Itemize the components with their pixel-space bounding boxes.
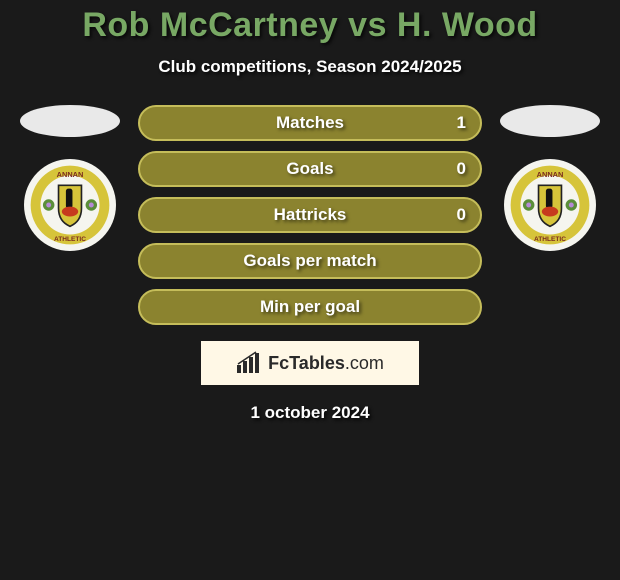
svg-text:ATHLETIC: ATHLETIC: [54, 236, 86, 243]
brand-text: FcTables.com: [268, 353, 384, 374]
annan-crest-icon: ANNAN ATHLETIC: [29, 164, 111, 246]
left-column: ANNAN ATHLETIC: [20, 105, 120, 251]
comparison-card: Rob McCartney vs H. Wood Club competitio…: [0, 0, 620, 423]
right-column: ANNAN ATHLETIC: [500, 105, 600, 251]
stat-value-right: 0: [457, 205, 466, 225]
stat-label: Matches: [276, 113, 344, 133]
stat-label: Hattricks: [274, 205, 347, 225]
page-title: Rob McCartney vs H. Wood: [0, 6, 620, 45]
stat-label: Goals: [286, 159, 333, 179]
stat-bars: Matches 1 Goals 0 Hattricks 0 Goals per …: [138, 105, 482, 325]
stat-bar-min-per-goal: Min per goal: [138, 289, 482, 325]
brand-name-strong: FcTables: [268, 353, 345, 373]
stat-label: Min per goal: [260, 297, 360, 317]
left-club-crest: ANNAN ATHLETIC: [24, 159, 116, 251]
right-player-oval: [500, 105, 600, 137]
svg-text:ANNAN: ANNAN: [537, 170, 564, 179]
stat-label: Goals per match: [243, 251, 376, 271]
stat-value-right: 1: [457, 113, 466, 133]
stat-bar-goals-per-match: Goals per match: [138, 243, 482, 279]
right-club-crest: ANNAN ATHLETIC: [504, 159, 596, 251]
bar-chart-icon: [236, 351, 262, 375]
svg-text:ANNAN: ANNAN: [57, 170, 84, 179]
stat-bar-matches: Matches 1: [138, 105, 482, 141]
annan-crest-icon: ANNAN ATHLETIC: [509, 164, 591, 246]
left-player-oval: [20, 105, 120, 137]
main-row: ANNAN ATHLETIC Matches 1 Goals 0: [0, 105, 620, 325]
brand-box: FcTables.com: [201, 341, 419, 385]
stat-value-right: 0: [457, 159, 466, 179]
subtitle: Club competitions, Season 2024/2025: [0, 57, 620, 77]
stat-bar-hattricks: Hattricks 0: [138, 197, 482, 233]
svg-text:ATHLETIC: ATHLETIC: [534, 236, 566, 243]
brand-inner: FcTables.com: [236, 351, 384, 375]
stat-bar-goals: Goals 0: [138, 151, 482, 187]
brand-name-suffix: .com: [345, 353, 384, 373]
date-line: 1 october 2024: [0, 403, 620, 423]
